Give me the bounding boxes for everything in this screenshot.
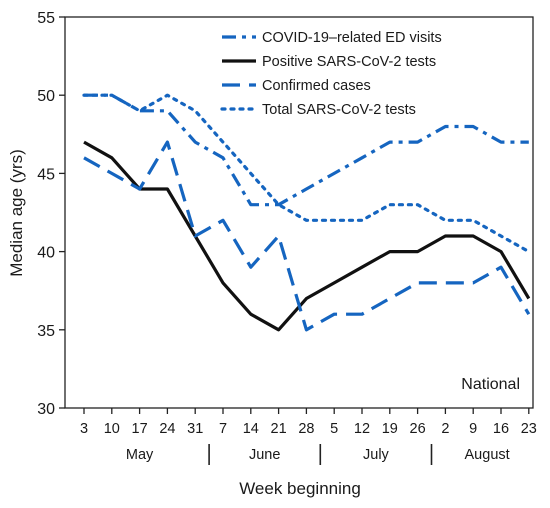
month-label: August: [465, 447, 510, 463]
series-line-0: [84, 93, 529, 207]
x-tick-label: 10: [104, 421, 120, 437]
y-axis-label: Median age (yrs): [7, 149, 26, 277]
x-tick-label: 23: [521, 421, 537, 437]
x-tick-label: 9: [469, 421, 477, 437]
y-tick-label: 30: [37, 401, 55, 418]
y-tick-label: 50: [37, 88, 55, 105]
series-line-1: [83, 140, 531, 332]
y-tick-label: 35: [37, 323, 55, 340]
series-layer: [82, 93, 531, 332]
legend-label: COVID-19–related ED visits: [262, 30, 442, 46]
x-tick-label: 7: [219, 421, 227, 437]
y-tick-label: 40: [37, 245, 55, 262]
x-tick-label: 3: [80, 421, 88, 437]
y-tick-label: 55: [37, 10, 55, 27]
x-tick-label: 5: [330, 421, 338, 437]
x-tick-label: 2: [441, 421, 449, 437]
month-label: June: [249, 447, 280, 463]
legend: COVID-19–related ED visits Positive SARS-…: [220, 30, 442, 118]
x-tick-label: 12: [354, 421, 370, 437]
x-tick-label: 14: [243, 421, 259, 437]
month-label: July: [363, 447, 390, 463]
legend-label: Positive SARS-CoV-2 tests: [262, 54, 436, 70]
x-tick-label: 19: [382, 421, 398, 437]
x-axis: 3 10 17 24 31 7 14 21 28 5 12 19 26 2 9 16 23 May June July…: [80, 408, 537, 465]
y-tick-label: 45: [37, 166, 55, 183]
x-tick-label: 24: [159, 421, 175, 437]
x-tick-label: 31: [187, 421, 203, 437]
plot-frame: [64, 16, 534, 409]
month-label: May: [126, 447, 154, 463]
region-annotation: National: [461, 376, 520, 393]
x-tick-label: 26: [410, 421, 426, 437]
plot-area-border: [64, 16, 534, 409]
legend-label: Total SARS-CoV-2 tests: [262, 102, 416, 118]
x-tick-label: 17: [132, 421, 148, 437]
series-line-2: [83, 140, 531, 332]
legend-label: Confirmed cases: [262, 78, 371, 94]
x-axis-label: Week beginning: [239, 479, 361, 498]
y-axis: 30 35 40 45 50 55: [37, 10, 65, 418]
x-tick-label: 28: [298, 421, 314, 437]
x-tick-label: 21: [271, 421, 287, 437]
series-line-3: [82, 93, 531, 254]
x-tick-label: 16: [493, 421, 509, 437]
